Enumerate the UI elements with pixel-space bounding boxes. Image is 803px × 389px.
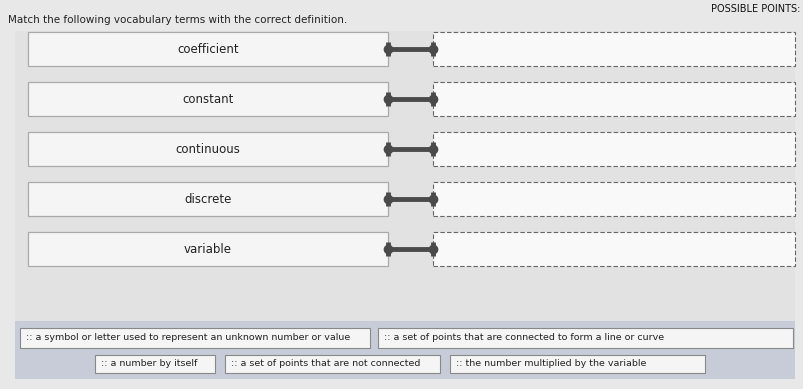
Text: continuous: continuous [175, 142, 240, 156]
FancyBboxPatch shape [433, 232, 794, 266]
Text: coefficient: coefficient [177, 42, 238, 56]
FancyBboxPatch shape [28, 132, 388, 166]
FancyBboxPatch shape [28, 182, 388, 216]
Text: :: a symbol or letter used to represent an unknown number or value: :: a symbol or letter used to represent … [26, 333, 350, 342]
FancyBboxPatch shape [15, 31, 794, 321]
FancyBboxPatch shape [95, 355, 214, 373]
FancyBboxPatch shape [20, 328, 369, 348]
Text: constant: constant [182, 93, 234, 105]
FancyBboxPatch shape [28, 232, 388, 266]
Text: :: a set of points that are not connected: :: a set of points that are not connecte… [230, 359, 420, 368]
FancyBboxPatch shape [225, 355, 439, 373]
Text: :: a number by itself: :: a number by itself [101, 359, 197, 368]
Text: variable: variable [184, 242, 232, 256]
Text: Match the following vocabulary terms with the correct definition.: Match the following vocabulary terms wit… [8, 15, 347, 25]
FancyBboxPatch shape [433, 182, 794, 216]
FancyBboxPatch shape [28, 82, 388, 116]
FancyBboxPatch shape [377, 328, 792, 348]
FancyBboxPatch shape [433, 32, 794, 66]
FancyBboxPatch shape [450, 355, 704, 373]
Text: discrete: discrete [184, 193, 231, 205]
FancyBboxPatch shape [28, 32, 388, 66]
Text: :: a set of points that are connected to form a line or curve: :: a set of points that are connected to… [384, 333, 663, 342]
Text: POSSIBLE POINTS:: POSSIBLE POINTS: [710, 4, 799, 14]
FancyBboxPatch shape [433, 132, 794, 166]
FancyBboxPatch shape [15, 321, 794, 379]
FancyBboxPatch shape [433, 82, 794, 116]
Text: :: the number multiplied by the variable: :: the number multiplied by the variable [455, 359, 646, 368]
